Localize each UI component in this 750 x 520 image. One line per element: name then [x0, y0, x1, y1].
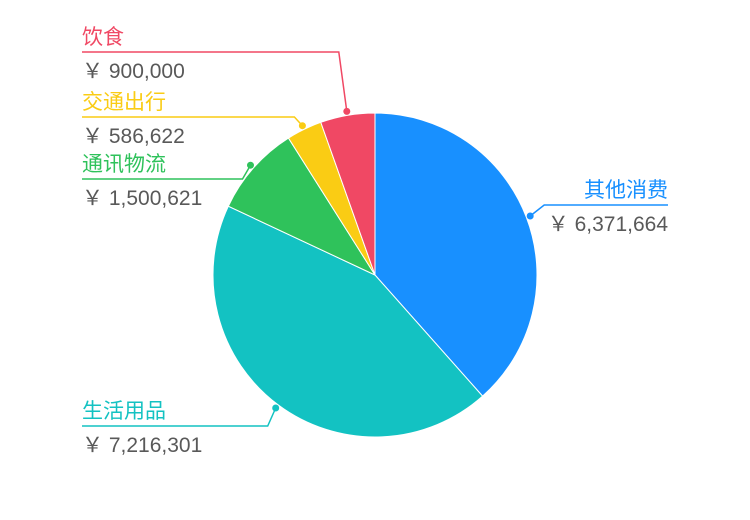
slice-value: ￥ 1,500,621 — [82, 187, 202, 210]
pie-slice-1[interactable] — [212, 205, 484, 438]
slice-label-1: 生活用品 ￥ 7,216,301 — [82, 399, 280, 457]
slice-value: ￥ 6,371,664 — [548, 213, 669, 236]
slice-name: 生活用品 — [82, 399, 166, 423]
leader-line — [82, 164, 252, 180]
leader-line — [82, 407, 277, 427]
pie-slice-0[interactable] — [374, 112, 538, 397]
leader-line — [82, 51, 348, 112]
slice-name: 交通出行 — [82, 90, 166, 114]
pie-slice-4[interactable] — [320, 112, 376, 276]
slice-value: ￥ 586,622 — [82, 125, 185, 148]
slice-label-4: 饮食 ￥ 900,000 — [82, 25, 351, 115]
slice-label-2: 通讯物流 ￥ 1,500,621 — [82, 152, 254, 210]
pie-slices — [212, 112, 538, 438]
slice-value: ￥ 900,000 — [82, 60, 185, 83]
leader-line — [82, 116, 303, 127]
slice-label-0: 其他消费 ￥ 6,371,664 — [526, 178, 669, 236]
slice-value: ￥ 7,216,301 — [82, 434, 202, 457]
slice-name: 其他消费 — [584, 178, 668, 202]
pie-slice-2[interactable] — [227, 137, 377, 277]
slice-name: 通讯物流 — [82, 152, 166, 176]
pie-labels: 其他消费 ￥ 6,371,664 生活用品 ￥ 7,216,301 通讯物流 ￥ 1,50… — [82, 25, 668, 457]
slice-name: 饮食 — [82, 25, 124, 49]
leader-line — [529, 204, 668, 217]
slice-label-3: 交通出行 ￥ 586,622 — [82, 90, 306, 148]
